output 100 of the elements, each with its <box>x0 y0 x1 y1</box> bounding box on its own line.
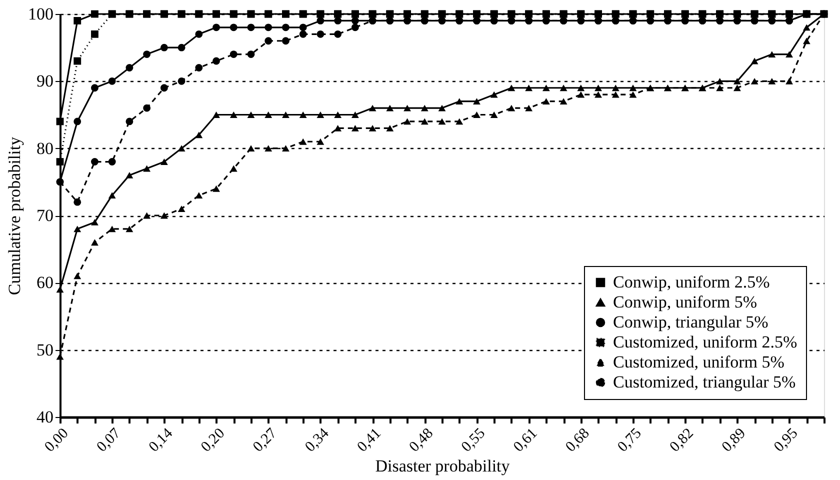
point <box>178 44 186 52</box>
point <box>230 24 238 32</box>
point <box>143 104 151 112</box>
x-tick-label: 0,55 <box>458 426 489 456</box>
legend-label: Customized, uniform 2.5% <box>613 332 798 352</box>
point <box>91 84 98 92</box>
point <box>91 10 98 18</box>
y-tick-label: 80 <box>36 138 54 158</box>
point <box>74 226 82 232</box>
point <box>456 118 464 125</box>
point <box>786 78 793 84</box>
y-tick-label: 90 <box>36 72 54 91</box>
point <box>126 118 134 126</box>
point <box>386 124 394 132</box>
point <box>629 91 637 98</box>
point <box>195 64 203 72</box>
y-tick-label: 60 <box>36 273 54 292</box>
point <box>264 37 272 45</box>
point <box>351 24 359 32</box>
point <box>351 124 359 132</box>
point <box>351 17 359 24</box>
point <box>334 124 342 132</box>
point <box>542 98 550 105</box>
point <box>195 30 203 38</box>
y-tick-label: 70 <box>36 206 54 225</box>
point <box>212 112 220 118</box>
point <box>126 64 134 72</box>
point <box>212 185 220 192</box>
point <box>368 124 376 132</box>
point <box>178 77 186 85</box>
point <box>91 30 98 38</box>
point <box>264 112 272 118</box>
point <box>282 112 290 118</box>
point <box>716 78 724 84</box>
point <box>629 84 637 92</box>
point <box>542 84 550 92</box>
point <box>334 30 342 38</box>
point <box>316 112 324 118</box>
point <box>108 226 116 232</box>
x-tick-label: 0,75 <box>614 426 645 456</box>
point <box>212 24 220 32</box>
point <box>178 206 186 212</box>
point <box>264 24 272 32</box>
point <box>802 24 810 31</box>
point <box>420 104 428 112</box>
point <box>560 84 568 92</box>
x-tick-label: 0,89 <box>719 426 749 456</box>
point <box>334 112 342 118</box>
point <box>577 91 585 98</box>
point <box>74 17 82 24</box>
point <box>160 84 168 92</box>
point <box>768 78 776 84</box>
point <box>299 138 307 145</box>
point <box>91 219 98 226</box>
point <box>143 212 151 219</box>
point <box>195 192 203 199</box>
point <box>577 84 585 92</box>
point <box>247 112 255 118</box>
x-tick-label: 0,61 <box>510 426 541 456</box>
point <box>247 50 255 58</box>
point <box>802 38 810 44</box>
point <box>525 104 533 112</box>
point <box>108 158 116 166</box>
x-tick-label: 0,14 <box>146 425 176 456</box>
point <box>716 84 724 92</box>
x-tick-label: 0,27 <box>250 425 281 456</box>
point <box>490 112 498 118</box>
point <box>230 112 238 118</box>
point <box>420 118 428 125</box>
point <box>195 132 203 138</box>
point <box>56 158 64 166</box>
point <box>786 51 793 58</box>
point <box>230 165 238 172</box>
point <box>404 104 411 112</box>
x-tick-label: 0,20 <box>198 426 228 456</box>
point <box>126 172 134 178</box>
point <box>594 84 602 92</box>
point <box>264 145 272 152</box>
point <box>299 24 307 32</box>
point <box>473 112 480 118</box>
point <box>456 98 464 105</box>
point <box>508 104 516 112</box>
legend-label: Conwip, uniform 5% <box>613 292 758 312</box>
point <box>282 24 290 32</box>
x-axis-title: Disaster probability <box>375 456 510 476</box>
point <box>126 226 134 232</box>
point <box>750 78 758 84</box>
x-tick-label: 0,68 <box>562 426 593 456</box>
point <box>160 44 168 52</box>
point <box>91 239 98 246</box>
point <box>386 104 394 112</box>
point <box>160 212 168 219</box>
point <box>56 353 64 360</box>
point <box>178 145 186 152</box>
point <box>594 91 602 98</box>
point <box>612 91 620 98</box>
point <box>247 24 255 32</box>
point <box>368 104 376 112</box>
legend-label: Conwip, triangular 5% <box>613 312 768 332</box>
point <box>74 57 82 65</box>
